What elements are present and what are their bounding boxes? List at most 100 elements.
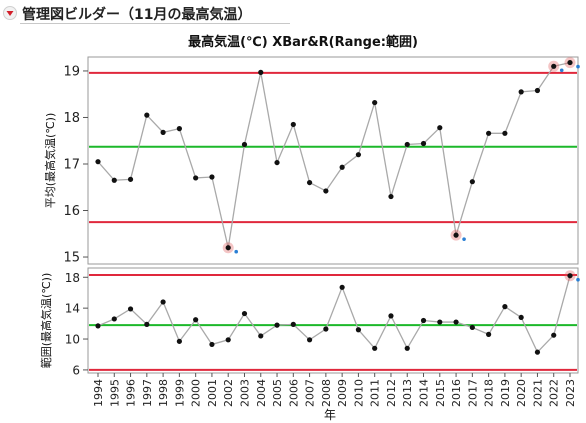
data-point: [339, 164, 345, 170]
data-point: [225, 245, 231, 251]
data-point: [127, 176, 134, 182]
flag-marker: [559, 68, 564, 73]
x-tick-label: 2019: [499, 379, 512, 407]
x-tick-label: 2004: [255, 379, 268, 407]
data-point: [404, 345, 410, 351]
chart-title: 最高気温(℃) XBar&R(Range:範囲): [188, 34, 418, 50]
y-tick-label: 17: [63, 157, 80, 172]
data-point: [258, 333, 264, 339]
header-divider: [20, 23, 290, 24]
data-point: [241, 141, 248, 148]
x-tick-label: 1997: [141, 379, 154, 407]
x-tick-label: 2014: [418, 379, 431, 407]
data-point: [534, 87, 541, 94]
flag-marker: [234, 249, 239, 254]
x-tick-label: 2011: [369, 379, 382, 407]
panel-range: 6 10 14 18 範囲(最高気温(℃)): [39, 267, 580, 377]
data-point: [111, 177, 117, 183]
x-tick-label: 2006: [287, 379, 300, 407]
y-tick-label: 18: [63, 111, 80, 126]
data-point: [258, 69, 264, 75]
panel-frame: [87, 56, 579, 265]
data-point: [225, 337, 231, 343]
data-point: [502, 130, 508, 136]
x-tick-label: 2015: [434, 379, 447, 407]
x-tick-label: 2002: [222, 379, 235, 407]
panel-xbar: 15 16 17 18 19 平均(最高気温(℃)): [43, 56, 580, 266]
data-point: [518, 89, 524, 95]
data-point: [144, 112, 150, 118]
data-point: [323, 326, 329, 332]
y-tick-label: 15: [63, 251, 80, 266]
data-point: [176, 338, 182, 344]
data-point: [372, 345, 378, 351]
data-point: [469, 324, 475, 331]
x-tick-label: 2001: [206, 379, 219, 407]
data-point: [290, 121, 296, 128]
x-tick-label: 1996: [125, 379, 138, 407]
data-point: [502, 304, 508, 310]
data-point: [160, 129, 166, 135]
data-point: [567, 59, 573, 66]
data-point: [551, 332, 557, 338]
x-tick-label: 2016: [450, 379, 463, 407]
disclosure-triangle-icon[interactable]: [3, 6, 17, 20]
data-point: [193, 317, 199, 323]
data-point: [176, 126, 182, 132]
x-tick-label: 2021: [531, 379, 544, 407]
x-tick-label: 2010: [352, 379, 365, 407]
x-tick-label: 2000: [190, 379, 203, 407]
x-axis-label: 年: [324, 408, 336, 422]
x-tick-label: 2013: [401, 379, 414, 407]
x-tick-label: 2012: [385, 379, 398, 407]
data-point: [290, 321, 296, 327]
y-tick-label: 6: [72, 363, 80, 377]
data-point: [567, 273, 573, 279]
flag-marker: [576, 64, 580, 69]
data-point: [404, 141, 410, 148]
x-tick-label: 1994: [92, 379, 105, 407]
y-axis-label: 範囲(最高気温(℃)): [39, 273, 53, 369]
y-tick-label: 19: [63, 64, 80, 79]
x-tick-label: 1995: [108, 379, 121, 407]
data-point: [453, 319, 459, 325]
x-tick-label: 2017: [466, 379, 479, 407]
report-title: 管理図ビルダー（11月の最高気温）: [22, 7, 252, 23]
x-tick-label: 2020: [515, 379, 528, 407]
data-point: [453, 232, 459, 238]
data-point: [274, 322, 280, 328]
data-point: [437, 125, 443, 131]
data-point: [209, 341, 215, 348]
x-tick-label: 1998: [157, 379, 170, 407]
data-point: [437, 319, 443, 325]
data-point: [518, 314, 524, 321]
data-point: [420, 317, 427, 324]
x-tick-label: 2007: [304, 379, 317, 407]
data-point: [95, 323, 101, 329]
panel-frame: [87, 267, 579, 374]
data-point: [209, 174, 215, 180]
data-point: [323, 188, 329, 194]
report-header: 管理図ビルダー（11月の最高気温）: [0, 0, 586, 26]
data-point: [306, 179, 313, 186]
y-tick-label: 18: [65, 271, 80, 285]
x-tick-label: 2022: [548, 379, 561, 407]
data-point: [193, 175, 199, 181]
series-line: [97, 275, 571, 354]
data-point: [241, 310, 248, 317]
data-point: [420, 140, 427, 147]
data-point: [486, 130, 492, 136]
x-tick-label: 2018: [483, 379, 496, 407]
data-point: [355, 327, 362, 333]
data-point: [144, 321, 150, 327]
y-tick-label: 16: [63, 204, 80, 219]
data-point: [355, 152, 362, 158]
data-point: [95, 159, 101, 165]
x-tick-label: 1999: [173, 379, 186, 407]
data-point: [160, 299, 166, 305]
y-tick-label: 14: [65, 302, 80, 316]
data-point: [306, 337, 313, 343]
flag-marker: [462, 237, 466, 241]
data-point: [372, 99, 378, 106]
data-point: [339, 284, 345, 290]
